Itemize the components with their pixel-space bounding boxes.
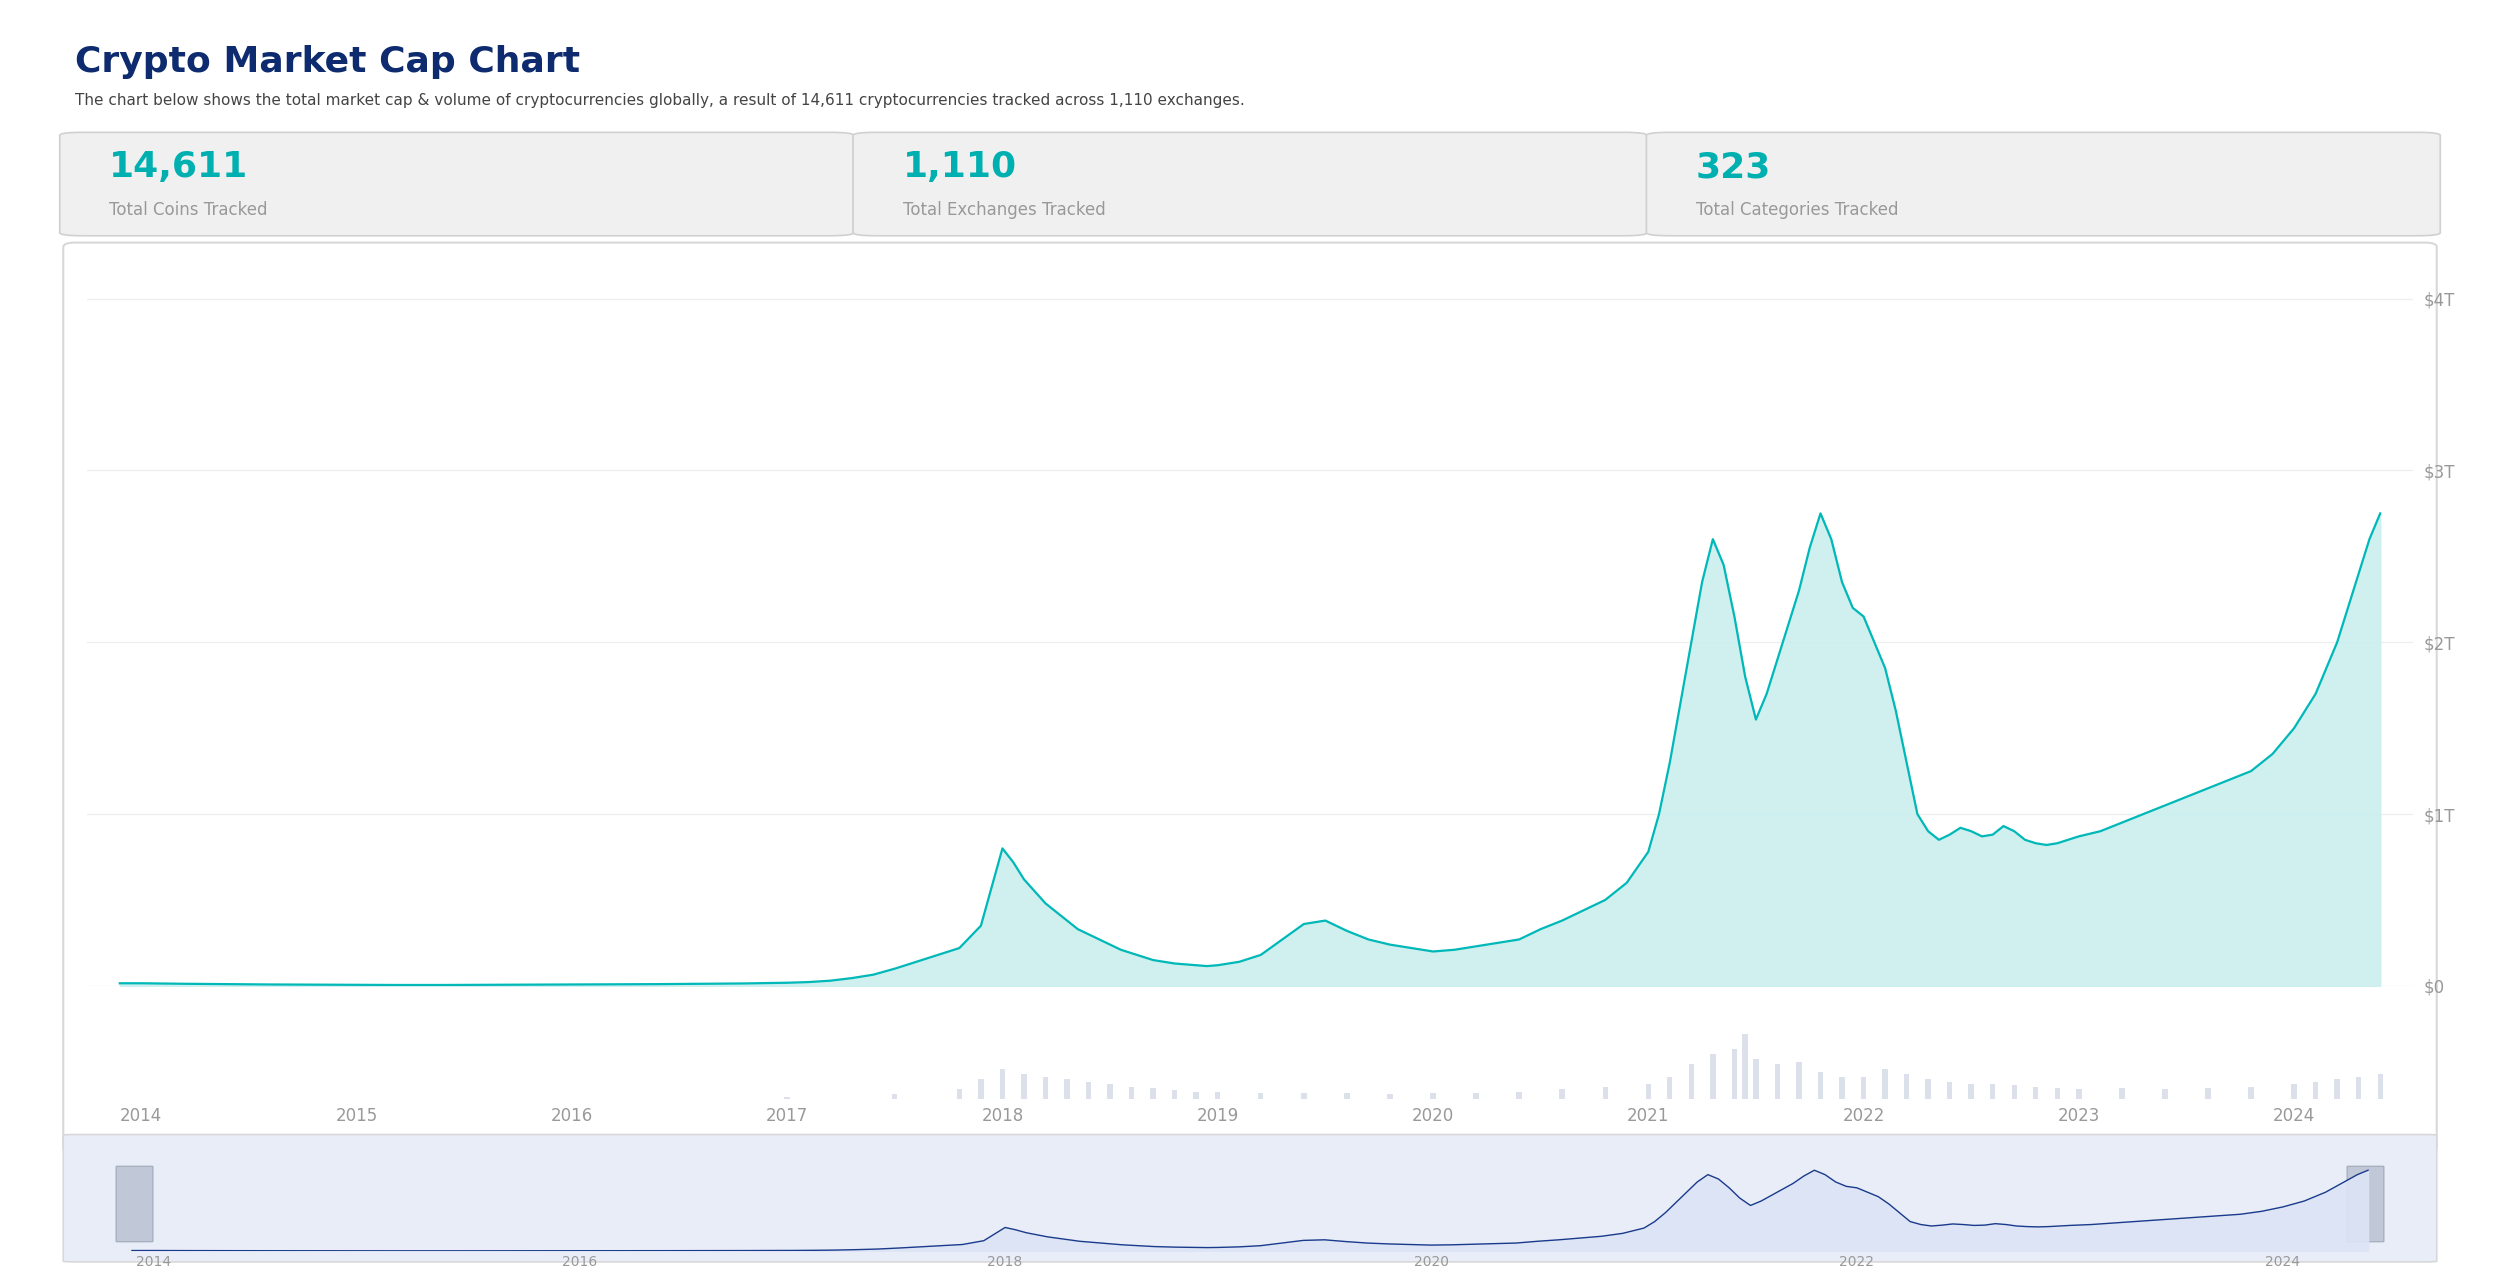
Text: Total Exchanges Tracked: Total Exchanges Tracked bbox=[902, 202, 1105, 219]
FancyBboxPatch shape bbox=[60, 133, 852, 236]
Bar bbox=[1732, 1049, 1737, 1099]
Bar bbox=[1430, 1093, 1435, 1099]
Bar bbox=[785, 1097, 790, 1099]
Bar bbox=[892, 1094, 898, 1099]
Bar bbox=[1688, 1064, 1695, 1099]
Bar bbox=[2075, 1089, 2082, 1099]
Bar bbox=[2248, 1086, 2252, 1099]
Bar bbox=[1130, 1086, 1135, 1099]
Bar bbox=[1990, 1084, 1995, 1099]
Bar bbox=[1000, 1069, 1005, 1099]
Bar bbox=[1192, 1091, 1200, 1099]
Bar bbox=[2355, 1076, 2362, 1099]
Bar bbox=[1742, 1033, 1747, 1099]
Text: Total Coins Tracked: Total Coins Tracked bbox=[110, 202, 268, 219]
Bar bbox=[1710, 1054, 1715, 1099]
Bar bbox=[1022, 1075, 1028, 1099]
Bar bbox=[1108, 1084, 1112, 1099]
Bar bbox=[1925, 1079, 1930, 1099]
FancyBboxPatch shape bbox=[62, 1135, 2438, 1261]
Text: Crypto Market Cap Chart: Crypto Market Cap Chart bbox=[75, 45, 580, 79]
FancyBboxPatch shape bbox=[1648, 133, 2440, 236]
Bar bbox=[1948, 1081, 1952, 1099]
Bar bbox=[1602, 1086, 1608, 1099]
Bar bbox=[2312, 1081, 2318, 1099]
Bar bbox=[1172, 1090, 1178, 1099]
Bar bbox=[1860, 1076, 1865, 1099]
Bar bbox=[2335, 1079, 2340, 1099]
Bar bbox=[1150, 1088, 1155, 1099]
Bar bbox=[1300, 1093, 1308, 1099]
Bar bbox=[2292, 1084, 2298, 1099]
Bar bbox=[1345, 1093, 1350, 1099]
Text: 1,110: 1,110 bbox=[902, 151, 1018, 184]
Bar bbox=[1798, 1062, 1802, 1099]
Text: 323: 323 bbox=[1695, 151, 1772, 184]
Bar bbox=[1840, 1076, 1845, 1099]
Bar bbox=[1258, 1093, 1262, 1099]
Bar bbox=[1968, 1084, 1975, 1099]
Bar bbox=[2162, 1089, 2168, 1099]
Bar bbox=[1388, 1094, 1393, 1099]
Bar bbox=[1645, 1084, 1650, 1099]
Text: Total Categories Tracked: Total Categories Tracked bbox=[1695, 202, 1898, 219]
Bar bbox=[1882, 1069, 1888, 1099]
FancyBboxPatch shape bbox=[115, 1166, 152, 1242]
FancyBboxPatch shape bbox=[853, 133, 1648, 236]
Bar bbox=[1560, 1089, 1565, 1099]
Bar bbox=[2013, 1085, 2018, 1099]
Bar bbox=[1752, 1059, 1758, 1099]
Bar bbox=[978, 1079, 982, 1099]
Bar bbox=[1085, 1081, 1090, 1099]
FancyBboxPatch shape bbox=[62, 242, 2438, 1153]
FancyBboxPatch shape bbox=[2348, 1166, 2385, 1242]
Bar bbox=[2032, 1086, 2037, 1099]
Bar bbox=[1775, 1064, 1780, 1099]
Text: 14,611: 14,611 bbox=[110, 151, 248, 184]
Bar bbox=[1905, 1075, 1910, 1099]
Bar bbox=[1668, 1076, 1672, 1099]
Bar bbox=[1042, 1076, 1048, 1099]
Bar bbox=[958, 1089, 962, 1099]
Bar bbox=[2120, 1088, 2125, 1099]
Bar bbox=[1472, 1093, 1478, 1099]
Bar bbox=[1065, 1079, 1070, 1099]
Bar bbox=[2055, 1088, 2060, 1099]
Bar bbox=[2378, 1075, 2382, 1099]
Bar bbox=[1818, 1072, 1822, 1099]
Bar bbox=[1215, 1093, 1220, 1099]
Bar bbox=[2205, 1088, 2210, 1099]
Text: The chart below shows the total market cap & volume of cryptocurrencies globally: The chart below shows the total market c… bbox=[75, 93, 1245, 108]
Bar bbox=[1518, 1091, 1522, 1099]
